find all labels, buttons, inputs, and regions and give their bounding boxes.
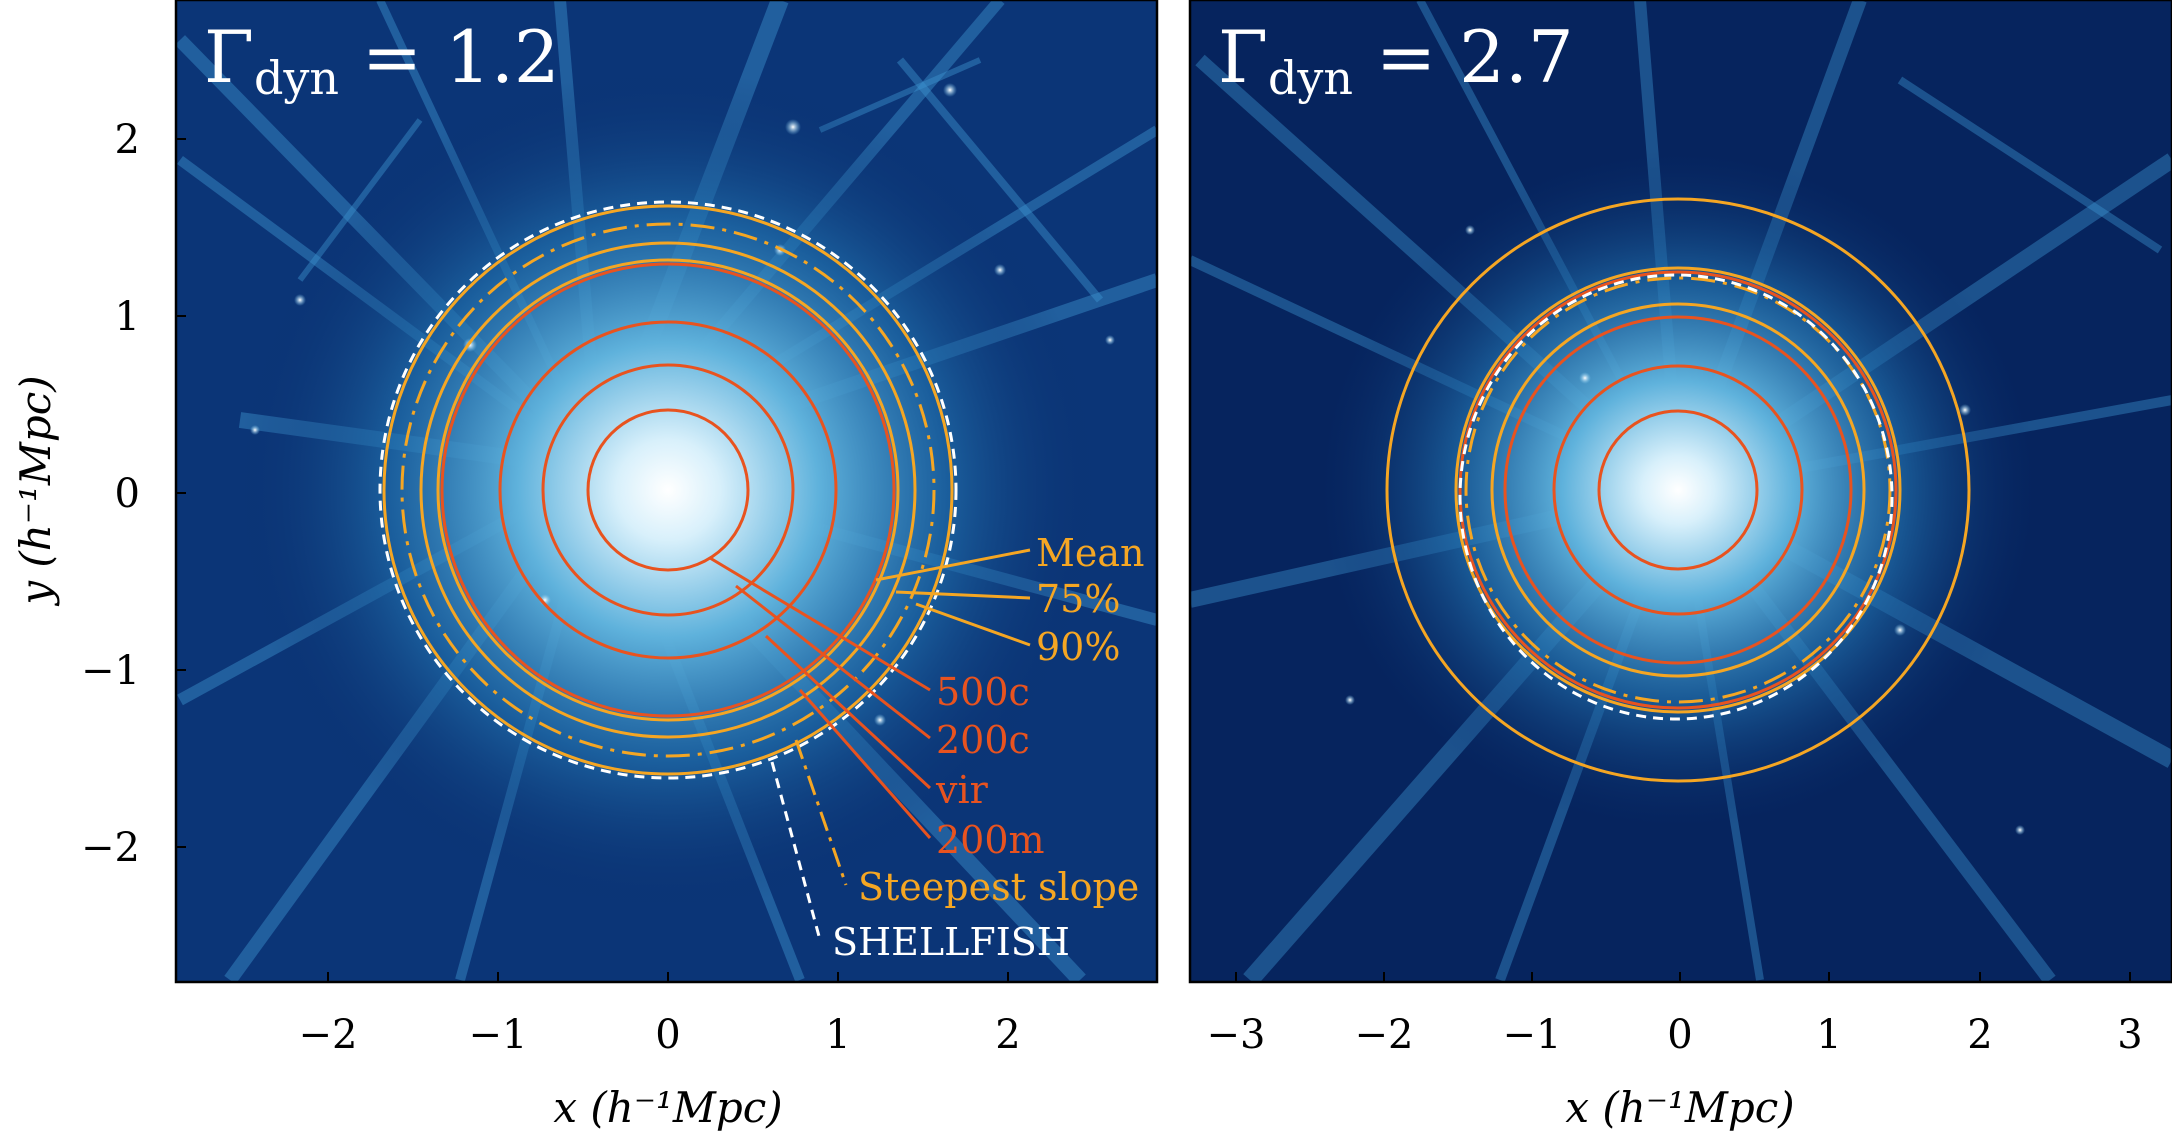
x-tick-label: 3 (2117, 1012, 2142, 1058)
x-tick-label: 2 (1967, 1012, 1992, 1058)
ring-200m (1458, 270, 1898, 710)
left-panel-title: Γdyn = 1.2 (204, 15, 560, 105)
legend-vir: vir (935, 768, 989, 812)
legend-mean: Mean (1036, 531, 1145, 575)
y-tick-label: 2 (115, 117, 140, 163)
x-tick-label: 0 (655, 1012, 680, 1058)
left-x-axis-label: x (h⁻¹Mpc) (553, 1083, 782, 1132)
ring-200c (541, 363, 795, 617)
left-y-ticks: 2 1 0 −1 −2 (81, 117, 186, 871)
y-tick-label: −2 (81, 825, 140, 871)
ring-steepest-slope (1464, 276, 1892, 704)
ring-90 (382, 204, 954, 776)
ring-shellfish (1458, 273, 1894, 721)
ring-steepest-slope (400, 222, 936, 758)
ring-vir (1503, 315, 1853, 665)
substructure-spots (1345, 225, 2025, 835)
y-axis-label: y (h⁻¹Mpc) (11, 375, 60, 606)
legend-shellfish: SHELLFISH (832, 920, 1070, 964)
right-panel-title: Γdyn = 2.7 (1218, 15, 1574, 105)
x-tick-label: 0 (1667, 1012, 1692, 1058)
x-tick-label: 1 (1816, 1012, 1841, 1058)
ring-500c (586, 408, 750, 572)
legend-200m: 200m (936, 818, 1045, 862)
ring-200m (440, 262, 896, 718)
ring-shellfish (378, 200, 958, 780)
halo-rings (378, 200, 958, 780)
x-tick-label: −2 (1355, 1012, 1414, 1058)
halo-glow (1318, 150, 2038, 830)
ring-75 (1454, 266, 1902, 714)
legend-200c: 200c (936, 718, 1030, 762)
legend-90: 90% (1036, 625, 1120, 669)
right-x-axis-label: x (h⁻¹Mpc) (1565, 1083, 1794, 1132)
right-x-ticks: −3 −2 −1 0 1 2 3 (1207, 972, 2143, 1058)
left-panel-frame (174, 0, 1159, 984)
ring-75 (419, 241, 917, 739)
legend-500c: 500c (936, 670, 1030, 714)
ring-500c (1597, 409, 1759, 571)
ring-90 (1385, 197, 1971, 783)
x-tick-label: 1 (825, 1012, 850, 1058)
x-tick-label: −1 (469, 1012, 528, 1058)
ring-mean (436, 258, 900, 722)
x-tick-label: −1 (1503, 1012, 1562, 1058)
y-tick-label: 1 (115, 294, 140, 340)
left-x-ticks: −2 −1 0 1 2 (299, 972, 1021, 1058)
ring-200c (1552, 364, 1804, 616)
x-tick-label: 2 (995, 1012, 1020, 1058)
ring-mean (1490, 302, 1866, 678)
legend-leaders (709, 548, 1031, 941)
x-tick-label: −3 (1207, 1012, 1266, 1058)
right-panel-image (1190, 0, 2172, 982)
y-tick-label: 0 (115, 471, 140, 517)
left-panel-image (176, 0, 1157, 982)
x-tick-label: −2 (299, 1012, 358, 1058)
halo-rings (1385, 197, 1971, 783)
ring-vir (498, 320, 838, 660)
y-tick-label: −1 (81, 648, 140, 694)
legend-75: 75% (1036, 577, 1120, 621)
left-legend: Mean 75% 90% 500c 200c vir 200m Steepest… (832, 531, 1145, 964)
legend-steepest-slope: Steepest slope (858, 865, 1139, 909)
